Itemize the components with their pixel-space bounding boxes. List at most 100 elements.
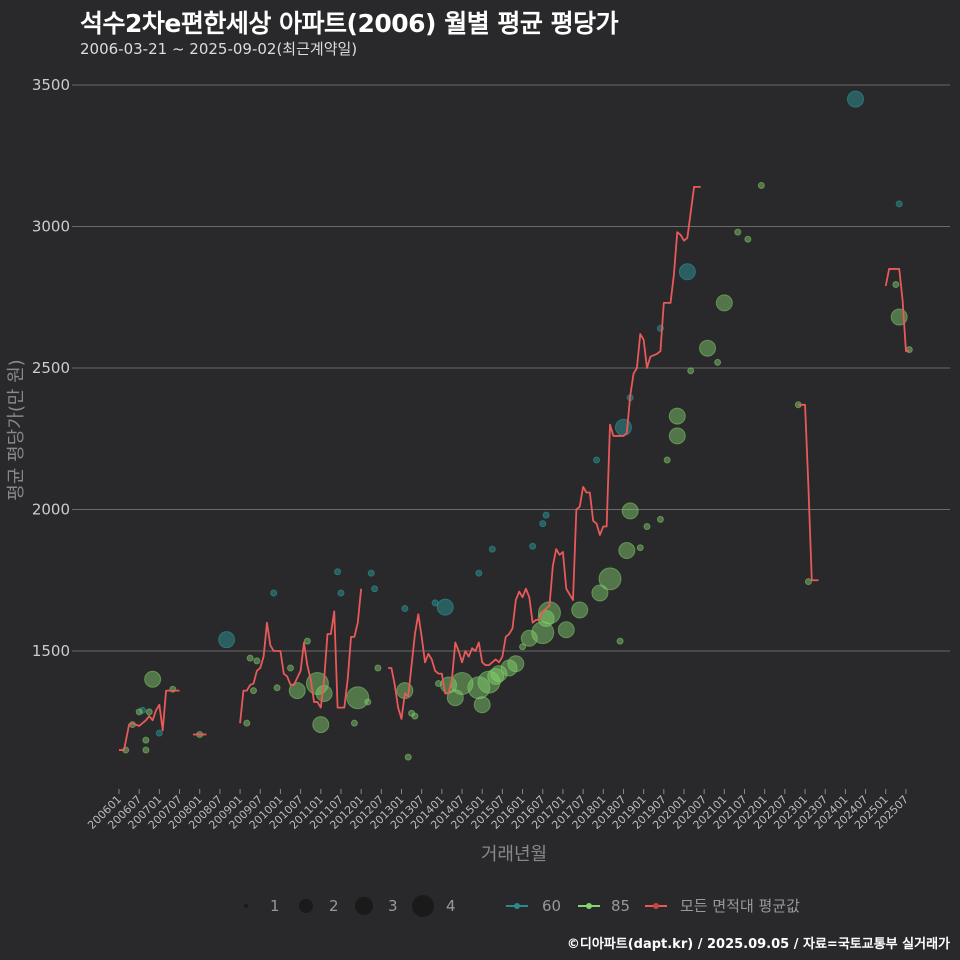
avg-line-segment [798, 403, 819, 582]
point-85 [668, 427, 686, 445]
y-axis-label: 평균 평당가(만 원) [6, 359, 27, 500]
avg-line-segment [239, 588, 363, 724]
point-60 [488, 545, 496, 553]
point-85 [519, 643, 527, 651]
point-85 [714, 358, 722, 366]
point-85 [757, 181, 765, 189]
legend-60-dot-icon [514, 903, 520, 909]
footer-credit: ©디아파트(dapt.kr) / 2025.09.05 / 자료=국토교통부 실… [566, 937, 950, 952]
point-60 [367, 569, 375, 577]
point-85 [668, 407, 686, 425]
point-85 [446, 689, 464, 707]
point-85 [411, 712, 419, 720]
legend: 1 2 3 4 60 85 모든 면적대 평균값 [244, 895, 800, 917]
point-60 [401, 605, 409, 613]
point-85 [636, 544, 644, 552]
point-60 [334, 568, 342, 576]
point-60 [270, 589, 278, 597]
legend-size-3: 3 [388, 897, 398, 915]
point-85 [253, 657, 261, 665]
point-60 [614, 418, 632, 436]
avg-line-segment [388, 185, 701, 720]
point-85 [374, 664, 382, 672]
legend-size-1-icon [244, 904, 248, 908]
point-85 [346, 686, 370, 710]
x-axis-label: 거래년월 [481, 844, 547, 865]
point-85 [250, 687, 258, 695]
point-85 [656, 515, 664, 523]
point-60 [436, 598, 454, 616]
point-85 [303, 637, 311, 645]
point-85 [520, 629, 538, 647]
legend-60: 60 [542, 897, 561, 915]
legend-85: 85 [611, 897, 630, 915]
point-85 [571, 601, 589, 619]
point-85 [144, 670, 162, 688]
point-85 [477, 670, 501, 694]
point-85 [312, 716, 330, 734]
avg-line-segment [119, 689, 180, 751]
point-60 [475, 569, 483, 577]
point-85 [621, 502, 639, 520]
point-85 [699, 339, 717, 357]
chart-title: 석수2차e편한세상 아파트(2006) 월별 평균 평당가 [80, 9, 619, 38]
point-85 [507, 655, 525, 673]
point-85 [434, 680, 442, 688]
y-tick-label: 3500 [32, 76, 70, 94]
y-tick-label: 1500 [32, 642, 70, 660]
point-85 [243, 719, 251, 727]
point-85 [364, 698, 372, 706]
chart-subtitle: 2006-03-21 ~ 2025-09-02(최근계약일) [80, 40, 358, 58]
point-60 [593, 456, 601, 464]
point-60 [529, 542, 537, 550]
point-85 [487, 667, 505, 685]
point-85 [404, 753, 412, 761]
legend-size-4: 4 [446, 897, 456, 915]
point-85 [135, 708, 143, 716]
point-85 [273, 684, 281, 692]
point-60 [846, 90, 864, 108]
avg-line-segment [884, 268, 910, 352]
point-60 [218, 631, 236, 649]
point-85 [350, 719, 358, 727]
point-60 [155, 729, 163, 737]
point-85 [246, 654, 254, 662]
legend-size-2-icon [299, 899, 313, 913]
point-60 [678, 263, 696, 281]
point-85 [490, 665, 508, 683]
point-85 [145, 708, 153, 716]
point-85 [892, 281, 900, 289]
point-85 [473, 696, 491, 714]
point-85 [616, 637, 624, 645]
point-85 [557, 621, 575, 639]
point-85 [618, 542, 636, 560]
legend-size-2: 2 [329, 897, 339, 915]
point-85 [687, 367, 695, 375]
legend-avg: 모든 면적대 평균값 [680, 897, 800, 915]
y-tick-label: 3000 [32, 218, 70, 236]
point-85 [734, 228, 742, 236]
point-85 [287, 664, 295, 672]
point-85 [643, 522, 651, 530]
legend-size-4-icon [412, 895, 434, 917]
point-85 [591, 584, 609, 602]
point-60 [337, 589, 345, 597]
legend-size-3-icon [355, 897, 373, 915]
point-85 [598, 567, 622, 591]
y-tick-label: 2000 [32, 501, 70, 519]
legend-85-dot-icon [586, 903, 592, 909]
point-60 [539, 520, 547, 528]
point-85 [288, 682, 306, 700]
point-85 [804, 578, 812, 586]
point-60 [895, 200, 903, 208]
point-85 [715, 294, 733, 312]
legend-avg-dot-icon [653, 903, 659, 909]
point-85 [142, 746, 150, 754]
point-85 [663, 456, 671, 464]
point-60 [542, 511, 550, 519]
point-60 [371, 585, 379, 593]
point-85 [142, 736, 150, 744]
legend-size-1: 1 [270, 897, 280, 915]
point-85 [744, 235, 752, 243]
